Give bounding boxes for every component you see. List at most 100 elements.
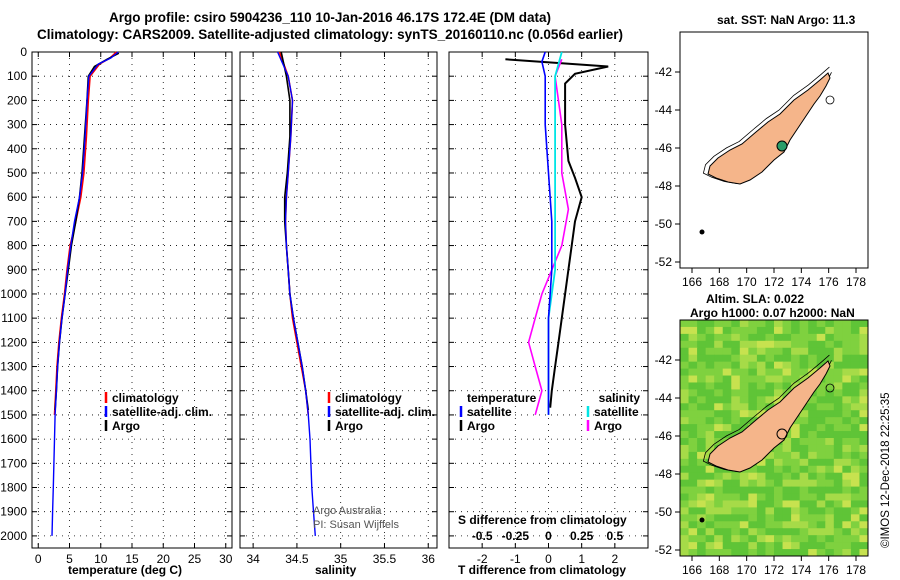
sla-field-cell	[705, 347, 715, 356]
sla-field-cell	[731, 424, 741, 432]
sla-field-cell	[739, 340, 749, 349]
salinity-panel	[239, 51, 438, 549]
sla-field-cell	[739, 472, 749, 481]
sla-field-cell	[859, 521, 869, 529]
sla-field-cell	[859, 500, 869, 508]
sla-field-cell	[833, 507, 843, 515]
sla-field-cell	[859, 382, 869, 390]
sla-field-cell	[859, 472, 869, 481]
difference-legend-salinity-title: salinity	[599, 391, 641, 405]
sla-field-cell	[850, 361, 860, 370]
depth-tick-label: 1600	[0, 432, 27, 446]
sla-field-cell	[791, 340, 801, 349]
sla-field-cell	[816, 431, 826, 439]
sla-field-cell	[850, 438, 860, 446]
sla-field-cell	[816, 479, 826, 488]
sla-field-cell	[842, 333, 852, 342]
sla-field-cell	[722, 417, 732, 425]
sla-field-cell	[731, 486, 741, 495]
sla-field-cell	[774, 549, 784, 557]
credit-pi: PI: Susan Wijffels	[313, 519, 399, 531]
sla-map-lat-tick-label: -44	[655, 391, 673, 405]
difference-s-tick-label: -0.25	[502, 529, 530, 543]
sla-field-cell	[756, 320, 766, 328]
sla-field-cell	[756, 528, 766, 536]
sst-map-argo-float-marker	[776, 140, 788, 152]
sla-field-cell	[859, 431, 869, 439]
sla-field-cell	[705, 535, 715, 543]
sla-field-cell	[705, 361, 715, 370]
sla-field-cell	[825, 549, 835, 557]
difference-x-tick-label: 2	[611, 552, 618, 566]
sla-field-cell	[808, 403, 818, 411]
sla-field-cell	[739, 521, 749, 529]
sla-field-cell	[756, 396, 766, 404]
sla-field-cell	[722, 507, 732, 515]
sla-field-cell	[825, 472, 835, 481]
sla-field-cell	[714, 424, 724, 432]
sla-field-cell	[714, 500, 724, 508]
sla-field-cell	[765, 451, 775, 460]
sla-field-cell	[825, 500, 835, 508]
sla-field-cell	[774, 451, 784, 460]
sla-field-cell	[842, 320, 852, 328]
sla-field-cell	[808, 542, 818, 550]
sla-field-cell	[765, 521, 775, 529]
sla-field-cell	[722, 326, 732, 335]
sla-field-cell	[714, 431, 724, 439]
sla-field-cell	[799, 521, 809, 529]
sla-field-cell	[825, 514, 835, 522]
sla-field-cell	[680, 320, 690, 328]
sla-field-cell	[825, 493, 835, 501]
sla-field-cell	[739, 326, 749, 335]
sla-field-cell	[748, 465, 758, 474]
temperature-series-satellite-adj-clim-	[51, 51, 119, 536]
sla-map-chatham-island	[825, 383, 835, 393]
sla-field-cell	[688, 375, 698, 383]
sla-field-cell	[833, 424, 843, 432]
sla-field-cell	[799, 431, 809, 439]
sla-field-cell	[833, 521, 843, 529]
sla-field-cell	[825, 347, 835, 356]
sla-field-cell	[731, 549, 741, 557]
sla-field-cell	[799, 375, 809, 383]
sla-field-cell	[688, 340, 698, 349]
sla-field-cell	[859, 424, 869, 432]
sla-field-cell	[765, 361, 775, 370]
salinity-x-tick-label: 35	[334, 552, 348, 566]
sla-field-cell	[714, 368, 724, 377]
sla-field-cell	[808, 514, 818, 522]
sla-field-cell	[731, 389, 741, 397]
sla-field-cell	[688, 424, 698, 432]
sla-field-cell	[799, 424, 809, 432]
sla-field-cell	[748, 320, 758, 328]
sla-field-cell	[765, 486, 775, 495]
sla-field-cell	[756, 389, 766, 397]
sla-field-cell	[859, 410, 869, 418]
sla-field-cell	[765, 382, 775, 390]
sst-map-lat-tick-label: -48	[655, 179, 673, 193]
sla-field-cell	[859, 486, 869, 495]
sla-field-cell	[705, 410, 715, 418]
sla-field-cell	[722, 368, 732, 377]
sla-field-cell	[833, 410, 843, 418]
sla-field-cell	[833, 382, 843, 390]
sla-field-cell	[825, 417, 835, 425]
sla-field-cell	[782, 493, 792, 501]
sla-field-cell	[680, 368, 690, 377]
sla-field-cell	[748, 479, 758, 488]
sla-field-cell	[748, 368, 758, 377]
sla-field-cell	[816, 549, 826, 557]
sla-field-cell	[731, 535, 741, 543]
sla-field-cell	[714, 361, 724, 370]
sla-field-cell	[859, 320, 869, 328]
sla-field-cell	[714, 521, 724, 529]
sla-field-cell	[722, 486, 732, 495]
sla-field-cell	[688, 528, 698, 536]
depth-tick-label: 800	[7, 239, 27, 253]
sla-field-cell	[808, 451, 818, 460]
sla-field-cell	[680, 535, 690, 543]
sla-field-cell	[731, 326, 741, 335]
sst-map-lon-tick-label: 170	[737, 275, 757, 289]
sla-field-cell	[825, 340, 835, 349]
